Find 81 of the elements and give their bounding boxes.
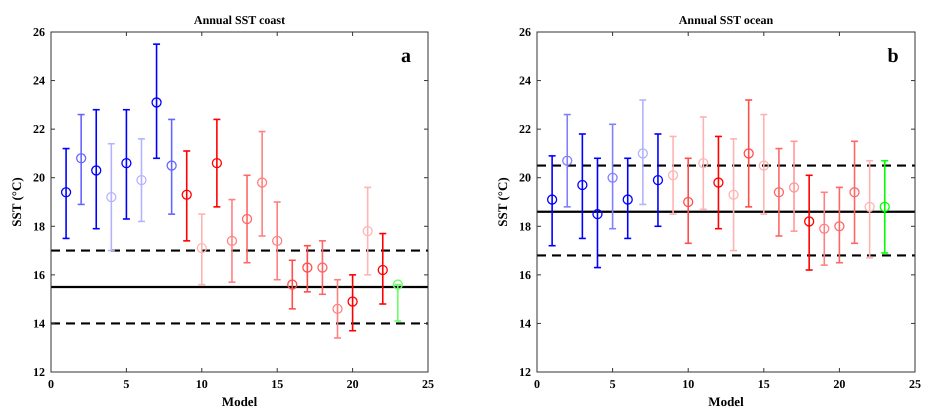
y-tick-label: 26 <box>33 25 45 39</box>
point <box>136 174 147 186</box>
point <box>668 170 678 180</box>
point <box>242 214 252 224</box>
point <box>744 148 754 159</box>
y-tick-label: 20 <box>33 170 45 185</box>
point <box>332 304 343 314</box>
point <box>212 158 222 168</box>
point <box>592 208 603 220</box>
point <box>182 190 192 200</box>
y-tick-label: 20 <box>519 170 531 185</box>
chart-title: Annual SST coast <box>194 13 286 27</box>
point <box>106 192 116 202</box>
y-tick-label: 24 <box>33 74 45 88</box>
point <box>378 264 388 276</box>
point <box>287 279 298 290</box>
point <box>196 242 207 254</box>
point <box>804 216 814 227</box>
point <box>819 224 830 234</box>
y-tick-label: 12 <box>33 365 45 379</box>
point <box>166 160 177 171</box>
point <box>622 194 633 205</box>
point <box>362 226 373 236</box>
point <box>713 177 724 188</box>
chart-title: Annual SST ocean <box>678 13 774 27</box>
point <box>151 97 162 108</box>
x-tick-label: 10 <box>196 377 208 391</box>
y-axis-title: SST (°C) <box>495 177 510 227</box>
point <box>317 262 328 273</box>
point <box>758 160 769 171</box>
point <box>849 187 860 198</box>
x-tick-label: 15 <box>758 377 770 391</box>
point <box>546 194 558 205</box>
y-tick-label: 14 <box>519 316 531 330</box>
y-tick-label: 26 <box>519 25 531 39</box>
y-tick-label: 22 <box>519 122 531 136</box>
point <box>121 158 132 168</box>
point <box>226 236 238 246</box>
point <box>577 180 588 190</box>
x-tick-label: 5 <box>123 377 130 391</box>
annotation: b <box>887 45 899 67</box>
point <box>652 174 664 186</box>
x-tick-label: 25 <box>909 377 921 391</box>
y-axis-title: SST (°C) <box>9 177 24 227</box>
point <box>864 202 875 212</box>
point <box>76 153 86 164</box>
y-tick-label: 18 <box>519 219 531 234</box>
point <box>774 187 784 198</box>
point <box>683 196 694 208</box>
x-tick-label: 10 <box>682 377 694 391</box>
x-tick-label: 5 <box>610 377 616 391</box>
y-tick-label: 12 <box>519 365 531 379</box>
point <box>788 182 800 193</box>
point <box>607 172 618 183</box>
point <box>272 236 282 246</box>
annotation: a <box>401 45 411 67</box>
point <box>302 262 313 273</box>
y-tick-label: 16 <box>33 268 45 282</box>
x-tick-label: 20 <box>346 377 359 391</box>
y-tick-label: 14 <box>33 316 45 330</box>
point <box>698 158 708 168</box>
x-axis-title: Model <box>222 394 258 409</box>
x-tick-label: 0 <box>534 377 540 391</box>
point <box>256 177 268 188</box>
point <box>834 221 845 232</box>
x-tick-label: 25 <box>422 377 434 391</box>
point <box>562 156 572 166</box>
point <box>638 148 648 159</box>
point <box>91 165 102 176</box>
point <box>880 202 890 212</box>
x-tick-label: 20 <box>833 377 846 391</box>
y-tick-label: 22 <box>33 122 45 136</box>
x-axis-title: Model <box>708 394 744 409</box>
x-tick-label: 15 <box>271 377 284 391</box>
y-tick-label: 16 <box>519 268 531 282</box>
point <box>347 296 358 307</box>
point <box>60 187 72 198</box>
x-tick-label: 0 <box>48 377 54 391</box>
point <box>728 190 739 200</box>
y-tick-label: 18 <box>33 219 45 234</box>
y-tick-label: 24 <box>519 74 531 88</box>
